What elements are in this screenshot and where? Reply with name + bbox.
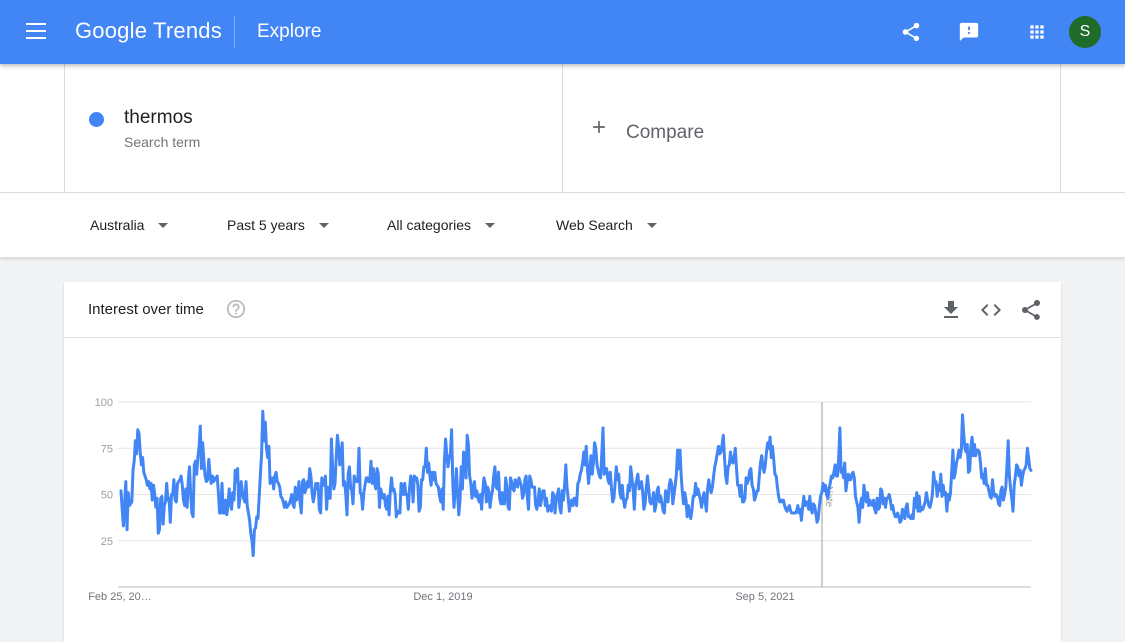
filters-bar: Australia Past 5 years All categories We… <box>0 193 1125 257</box>
download-icon[interactable] <box>939 298 963 322</box>
time-range-dropdown[interactable]: Past 5 years <box>227 217 329 233</box>
page-title: Explore <box>257 21 322 42</box>
embed-icon[interactable] <box>979 298 1003 322</box>
search-type-value: Web Search <box>556 217 633 233</box>
share-icon[interactable] <box>1019 298 1043 322</box>
search-terms-bar: thermos Search term Compare <box>0 64 1125 193</box>
chevron-down-icon <box>158 222 169 228</box>
google-trends-logo[interactable]: Google Trends <box>75 18 222 43</box>
y-tick-label: 50 <box>101 490 113 502</box>
header-divider <box>234 16 235 48</box>
category-dropdown[interactable]: All categories <box>387 217 496 233</box>
help-icon[interactable] <box>225 298 247 320</box>
search-term-name[interactable]: thermos <box>124 107 193 128</box>
x-tick-label: Sep 5, 2021 <box>735 591 794 603</box>
interest-over-time-card: Interest over time 25 50 75 100 Feb 25, 20… D… <box>64 282 1061 642</box>
card-header: Interest over time <box>64 282 1061 338</box>
term-color-dot <box>89 112 104 127</box>
y-tick-label: 100 <box>95 397 113 409</box>
chevron-down-icon <box>318 222 329 228</box>
plus-icon <box>593 121 605 133</box>
x-tick-label: Feb 25, 20… <box>88 591 152 603</box>
menu-icon[interactable] <box>20 20 52 44</box>
search-term-card[interactable]: thermos Search term <box>64 64 563 193</box>
category-value: All categories <box>387 217 472 233</box>
chevron-down-icon <box>646 222 657 228</box>
chevron-down-icon <box>485 222 496 228</box>
y-tick-label: 75 <box>101 443 113 455</box>
x-tick-label: Dec 1, 2019 <box>413 591 472 603</box>
card-title: Interest over time <box>88 301 204 318</box>
search-type-dropdown[interactable]: Web Search <box>556 217 657 233</box>
compare-label: Compare <box>626 122 705 143</box>
share-icon[interactable] <box>895 16 927 48</box>
feedback-icon[interactable] <box>953 16 985 48</box>
compare-button[interactable]: Compare <box>563 64 1061 193</box>
account-avatar[interactable]: S <box>1069 16 1101 48</box>
y-tick-label: 25 <box>101 536 113 548</box>
region-value: Australia <box>90 217 145 233</box>
series-line-thermos <box>119 409 1033 558</box>
apps-icon[interactable] <box>1021 16 1053 48</box>
region-dropdown[interactable]: Australia <box>90 217 169 233</box>
time-range-value: Past 5 years <box>227 217 305 233</box>
interest-line-chart: 25 50 75 100 Feb 25, 20… Dec 1, 2019 Sep 5, 20… <box>88 397 1033 603</box>
top-app-bar: Google Trends Explore S <box>0 0 1125 64</box>
search-term-subtitle: Search term <box>124 134 201 150</box>
